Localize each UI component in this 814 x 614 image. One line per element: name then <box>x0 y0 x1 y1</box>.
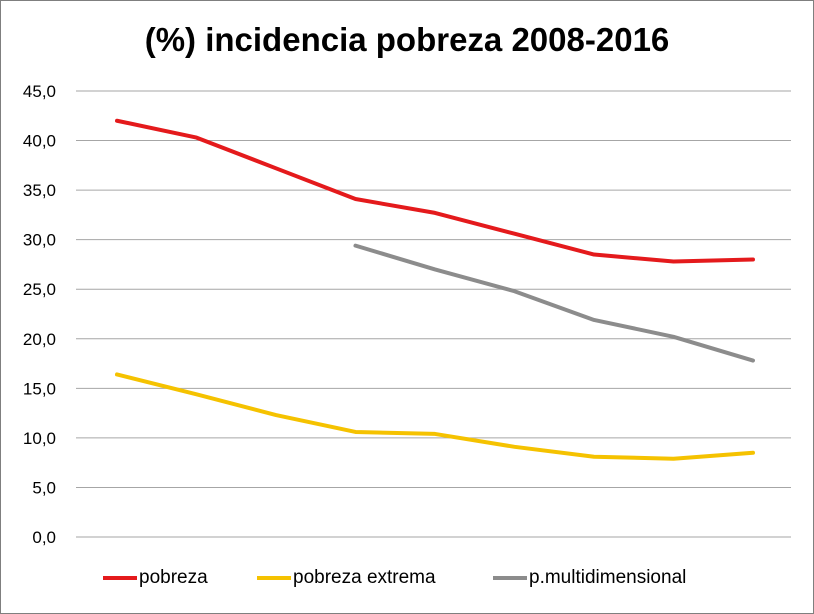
y-tick-label: 40,0 <box>23 132 56 151</box>
y-tick-label: 15,0 <box>23 379 56 398</box>
y-tick-label: 20,0 <box>23 330 56 349</box>
legend-swatch <box>103 576 137 580</box>
legend-label: pobreza <box>139 567 208 588</box>
series-line-pobreza-extrema <box>115 372 755 461</box>
y-tick-label: 10,0 <box>23 429 56 448</box>
legend-item-pobreza: pobreza <box>103 567 208 589</box>
series-line-p-multidimensional <box>353 243 755 363</box>
y-tick-label: 25,0 <box>23 280 56 299</box>
y-tick-label: 30,0 <box>23 231 56 250</box>
legend-swatch <box>493 576 527 580</box>
y-tick-label: 45,0 <box>23 82 56 101</box>
legend-label: p.multidimensional <box>529 567 687 588</box>
legend-item-pobreza-extrema: pobreza extrema <box>257 567 436 589</box>
legend-swatch <box>257 576 291 580</box>
series-line-pobreza <box>115 118 755 264</box>
chart-title: (%) incidencia pobreza 2008-2016 <box>144 21 670 58</box>
y-tick-label: 0,0 <box>32 528 56 547</box>
y-tick-label: 5,0 <box>32 478 56 497</box>
legend-item-p-multidimensional: p.multidimensional <box>493 567 686 589</box>
legend-label: pobreza extrema <box>293 567 436 588</box>
y-tick-label: 35,0 <box>23 181 56 200</box>
